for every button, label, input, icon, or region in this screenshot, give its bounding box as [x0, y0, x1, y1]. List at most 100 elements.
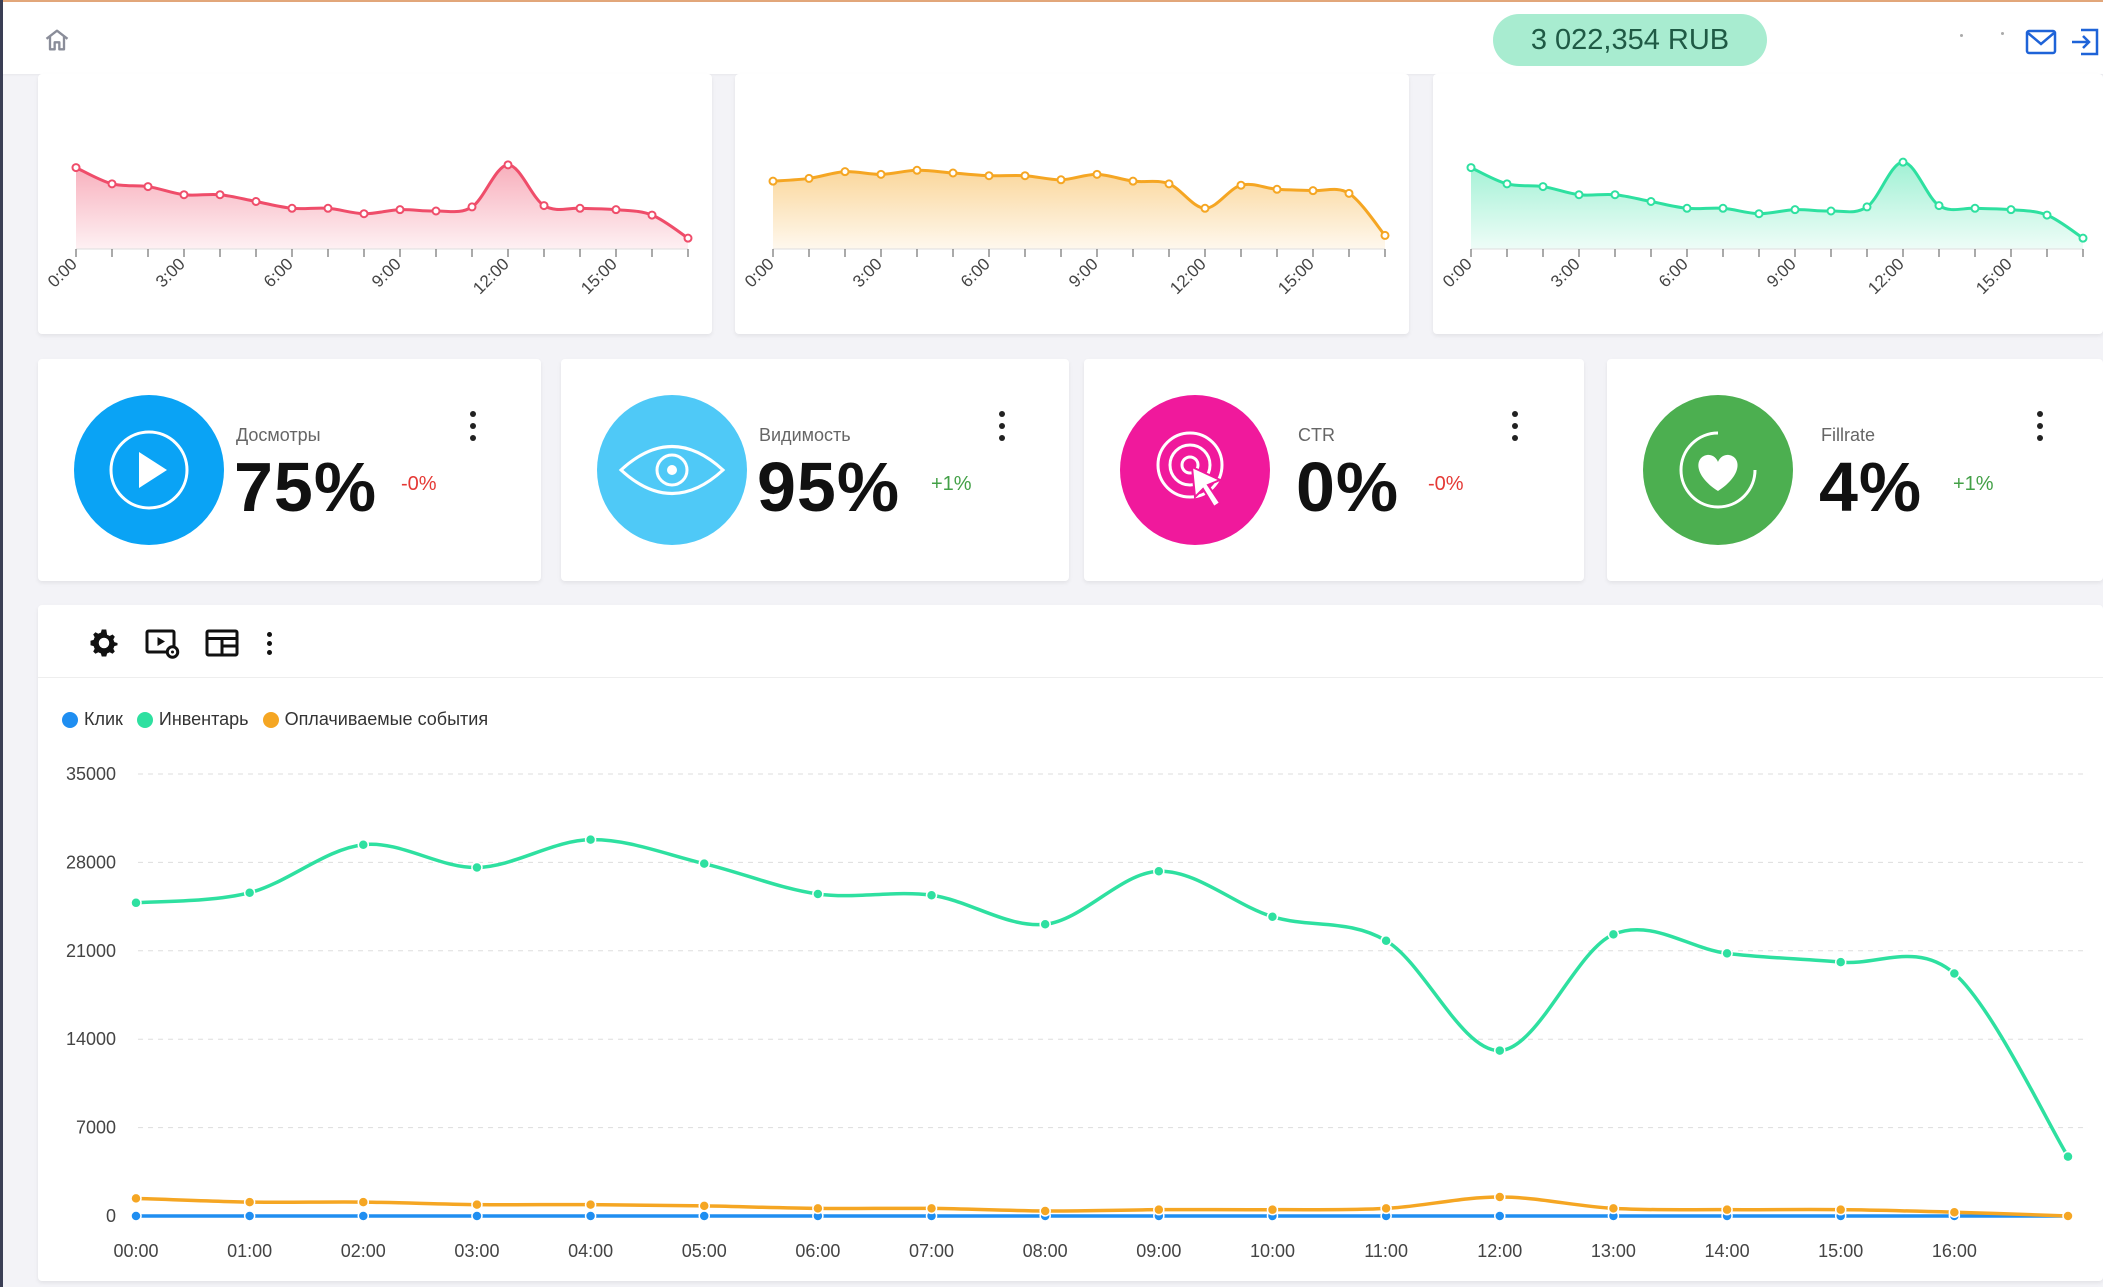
data-point[interactable]: [2062, 1210, 2074, 1222]
y-tick-label: 7000: [76, 1118, 116, 1138]
data-point[interactable]: [471, 1210, 483, 1222]
stat-delta: -0%: [1428, 473, 1464, 495]
stat-label: Досмотры: [236, 425, 321, 445]
data-point[interactable]: [357, 838, 370, 851]
data-point: [1344, 188, 1354, 198]
data-point[interactable]: [130, 1192, 142, 1205]
data-point[interactable]: [1834, 956, 1847, 968]
data-point[interactable]: [925, 1202, 938, 1215]
data-point[interactable]: [1153, 1203, 1165, 1216]
data-point: [1092, 169, 1102, 179]
data-point[interactable]: [1607, 1202, 1620, 1215]
data-point[interactable]: [1039, 1205, 1051, 1217]
data-point[interactable]: [1494, 1044, 1506, 1057]
x-tick-label: 12:00: [1166, 254, 1210, 298]
data-point: [840, 167, 850, 177]
x-tick-label: 9:00: [368, 254, 405, 291]
data-point: [2078, 233, 2088, 243]
data-point: [215, 190, 225, 200]
data-point: [1272, 184, 1282, 194]
data-point[interactable]: [1494, 1191, 1506, 1203]
area-fill: [1471, 162, 2083, 249]
legend-item-click[interactable]: Клик: [62, 709, 123, 730]
legend-item-paid-events[interactable]: Оплачиваемые события: [262, 709, 489, 730]
video-settings-icon[interactable]: [144, 625, 180, 661]
data-point: [1754, 209, 1764, 219]
data-point[interactable]: [471, 1198, 483, 1211]
data-point[interactable]: [1834, 1203, 1847, 1216]
legend-label: Оплачиваемые события: [284, 709, 489, 729]
data-point: [539, 201, 549, 211]
more-options-icon[interactable]: [264, 625, 274, 661]
data-point[interactable]: [812, 888, 824, 900]
data-point[interactable]: [1721, 1203, 1733, 1216]
legend-swatch: [262, 711, 279, 728]
stat-icon-circle: [597, 395, 747, 545]
data-point[interactable]: [243, 1196, 256, 1208]
more-menu-icon[interactable]: [997, 411, 1007, 441]
data-point: [1236, 180, 1246, 190]
stat-value: 75%: [234, 448, 378, 526]
more-menu-icon[interactable]: [468, 411, 478, 441]
data-point[interactable]: [925, 889, 938, 901]
data-point[interactable]: [1380, 934, 1392, 947]
data-point[interactable]: [1948, 967, 1961, 980]
data-point[interactable]: [1721, 947, 1733, 960]
table-layout-icon[interactable]: [204, 625, 240, 661]
data-point[interactable]: [1607, 928, 1620, 941]
data-point: [1826, 206, 1836, 216]
data-point[interactable]: [1266, 910, 1279, 923]
mail-icon[interactable]: [2025, 28, 2057, 56]
data-point[interactable]: [130, 1210, 142, 1222]
data-point[interactable]: [698, 1200, 710, 1212]
data-point[interactable]: [1266, 1203, 1279, 1216]
legend-item-inventory[interactable]: Инвентарь: [136, 709, 249, 730]
data-point[interactable]: [2062, 1150, 2074, 1163]
data-point[interactable]: [1153, 865, 1165, 877]
data-point[interactable]: [584, 1198, 597, 1211]
separator-dot: [1960, 34, 1963, 37]
data-point[interactable]: [357, 1196, 370, 1208]
data-point[interactable]: [357, 1210, 370, 1222]
data-point: [179, 190, 189, 200]
data-point[interactable]: [812, 1202, 824, 1215]
data-point: [107, 179, 117, 189]
settings-gear-icon[interactable]: [86, 625, 122, 661]
x-tick-label: 15:00: [577, 254, 621, 298]
data-point[interactable]: [1494, 1210, 1506, 1222]
x-tick-label: 01:00: [227, 1241, 272, 1261]
area-fill: [76, 164, 688, 249]
x-tick-label: 05:00: [682, 1241, 727, 1261]
data-point[interactable]: [1380, 1202, 1392, 1215]
data-point[interactable]: [698, 1210, 710, 1222]
home-icon[interactable]: [43, 26, 71, 54]
data-point[interactable]: [584, 1210, 597, 1222]
x-tick-label: 09:00: [1136, 1241, 1181, 1261]
data-point: [1502, 179, 1512, 189]
data-point[interactable]: [130, 897, 142, 909]
data-point[interactable]: [471, 861, 483, 874]
main-line-chart: 35000 28000 21000 14000 7000 0 00:00 01:00 02:00…: [66, 764, 2088, 1261]
more-menu-icon[interactable]: [2035, 411, 2045, 441]
heart-icon: [1679, 431, 1757, 509]
data-point: [1308, 186, 1318, 196]
x-tick-label: 3:00: [849, 254, 886, 291]
data-point[interactable]: [1039, 918, 1051, 931]
data-point[interactable]: [698, 857, 710, 870]
more-menu-icon[interactable]: [1510, 411, 1520, 441]
data-point: [143, 182, 153, 192]
target-click-icon: [1156, 431, 1224, 509]
data-point[interactable]: [1948, 1206, 1961, 1218]
data-point: [948, 168, 958, 178]
x-tick-label: 12:00: [469, 254, 513, 298]
data-point: [2042, 210, 2052, 220]
stat-label: Fillrate: [1821, 425, 1876, 445]
stat-label: CTR: [1298, 425, 1335, 445]
data-point: [467, 202, 477, 212]
data-point[interactable]: [584, 833, 597, 846]
data-point: [395, 205, 405, 215]
logout-icon[interactable]: [2069, 26, 2101, 58]
stat-value: 4%: [1819, 448, 1923, 526]
data-point[interactable]: [243, 886, 256, 899]
data-point[interactable]: [243, 1210, 256, 1222]
